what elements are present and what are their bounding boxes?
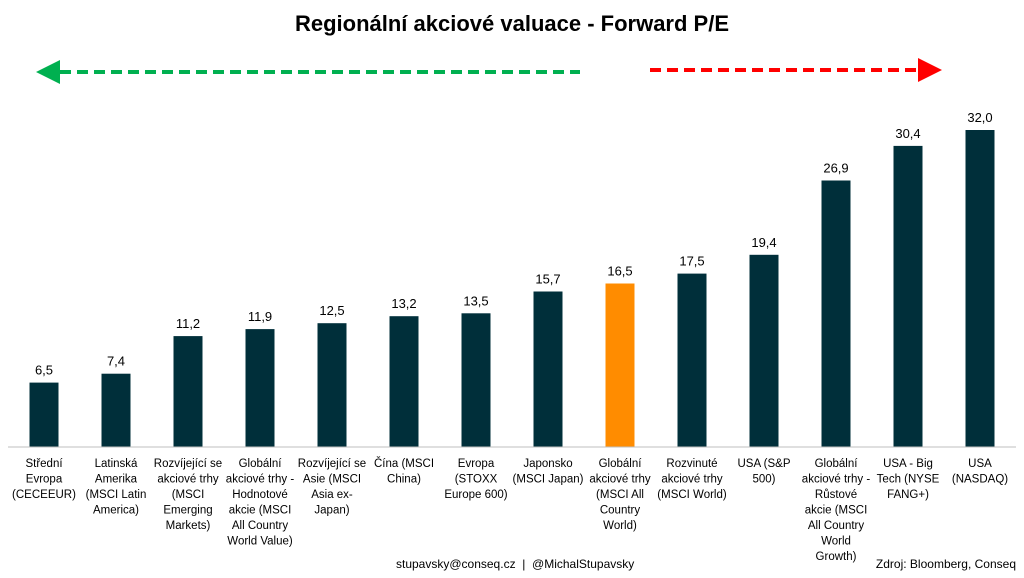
value-label-11: 19,4 (751, 235, 776, 250)
category-label-3: Rozvíjející se akciové trhy (MSCI Emerging M… (154, 458, 222, 532)
category-label-14: USA (NASDAQ) (952, 458, 1008, 486)
value-label-4: 11,9 (248, 309, 272, 324)
bar-7 (461, 313, 491, 447)
bar-14 (965, 130, 995, 447)
bar-10 (677, 273, 707, 447)
bar-2 (101, 373, 131, 447)
bar-4 (245, 329, 275, 447)
value-label-12: 26,9 (823, 161, 848, 176)
left-arrow (36, 60, 580, 84)
category-label-5: Rozvíjející se Asie (MSCI Asia ex-Japan) (298, 458, 366, 517)
chart-title: Regionální akciové valuace - Forward P/E (295, 11, 729, 36)
category-label-2: Latinská Amerika (MSCI Latin America) (86, 458, 147, 517)
category-label-9: Globální akciové trhy (MSCI All Country Worl… (589, 458, 651, 532)
category-label-1: Střední Evropa (CECEEUR) (12, 458, 76, 501)
left-arrow-head (36, 60, 60, 84)
value-label-9: 16,5 (607, 264, 632, 279)
category-label-10: Rozvinuté akciové trhy (MSCI World) (657, 458, 727, 501)
value-label-5: 12,5 (319, 303, 344, 318)
category-label-8: Japonsko (MSCI Japan) (513, 458, 584, 486)
bar-13 (893, 145, 923, 447)
category-label-4: Globální akciové trhy -Hodnotové akcie (MS… (226, 458, 295, 548)
source-footer: Zdroj: Bloomberg, Conseq (876, 557, 1016, 571)
bar-8 (533, 291, 563, 447)
value-labels-group: 6,5 7,4 11,2 11,9 12,5 13,2 13,5 15,7 16,5 17,5 19… (35, 110, 993, 378)
category-label-11: USA (S&P 500) (737, 458, 790, 486)
bar-3 (173, 336, 203, 447)
value-label-6: 13,2 (391, 296, 416, 311)
category-label-12: Globální akciové trhy -Růstové akcie (MSCI… (802, 458, 871, 563)
category-labels-group: Střední Evropa (CECEEUR)Latinská Amerika (MS… (12, 457, 1008, 563)
value-label-7: 13,5 (463, 293, 488, 308)
category-label-7: Evropa (STOXX Europe 600) (444, 458, 507, 501)
bar-9 (605, 283, 635, 447)
bar-5 (317, 323, 347, 447)
value-label-14: 32,0 (967, 110, 992, 125)
bar-11 (749, 254, 779, 447)
bar-12 (821, 180, 851, 447)
bar-6 (389, 316, 419, 447)
value-label-3: 11,2 (176, 316, 200, 331)
bar-1 (29, 382, 59, 447)
right-arrow (650, 58, 942, 82)
value-label-8: 15,7 (535, 272, 560, 287)
value-label-2: 7,4 (107, 354, 125, 369)
category-label-6: Čína (MSCI China) (374, 457, 434, 486)
value-label-1: 6,5 (35, 363, 53, 378)
value-label-13: 30,4 (895, 126, 920, 141)
bars-group (29, 130, 995, 447)
right-arrow-head (918, 58, 942, 82)
category-label-13: USA - Big Tech (NYSE FANG+) (877, 458, 940, 501)
contact-footer: stupavsky@conseq.cz | @MichalStupavsky (396, 557, 634, 571)
value-label-10: 17,5 (679, 254, 704, 269)
